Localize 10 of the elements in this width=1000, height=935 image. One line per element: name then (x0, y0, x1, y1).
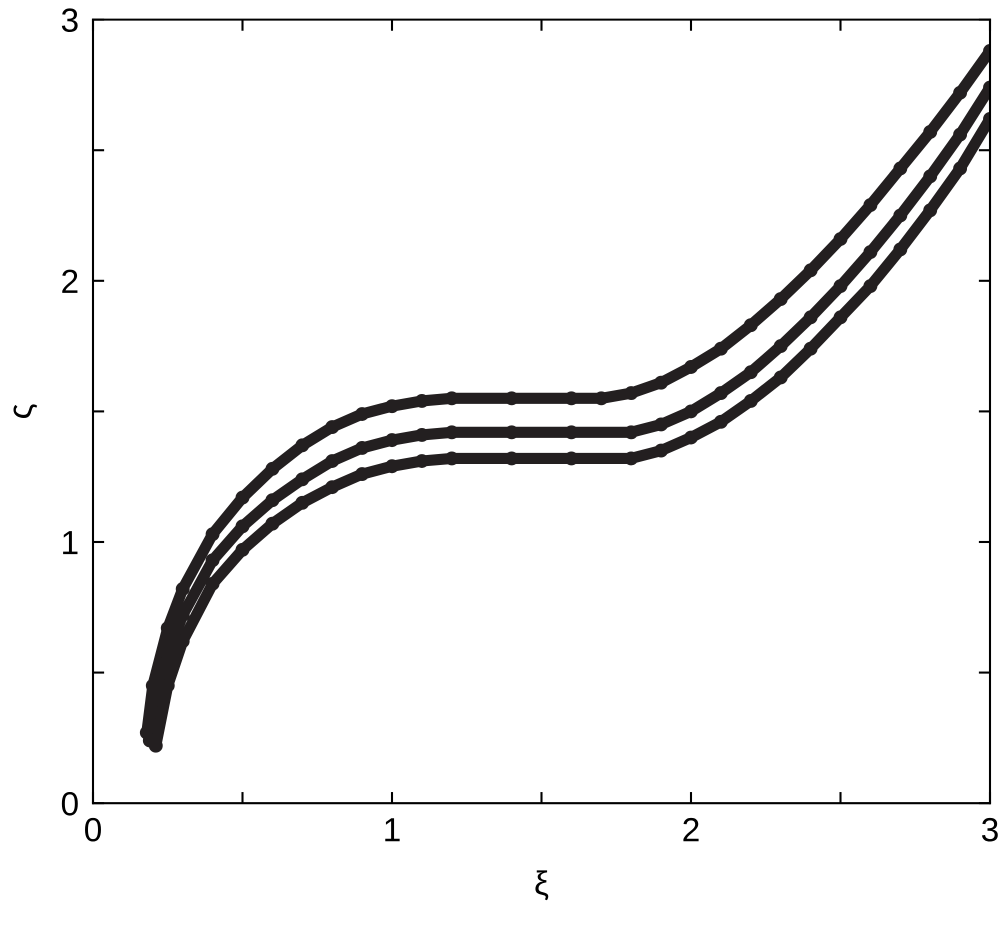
x-axis-title: ξ (535, 870, 548, 900)
y-axis-title: ς (14, 404, 38, 418)
x-tick-label: 2 (683, 818, 699, 842)
y-tick-label: 0 (62, 792, 78, 816)
y-tick-label: 1 (63, 531, 78, 554)
x-tick-label: 3 (982, 818, 998, 842)
x-tick-label: 0 (85, 818, 101, 842)
y-tick-label: 3 (62, 8, 78, 32)
x-tick-label: 1 (385, 818, 400, 842)
y-tick-label: 2 (62, 270, 78, 293)
